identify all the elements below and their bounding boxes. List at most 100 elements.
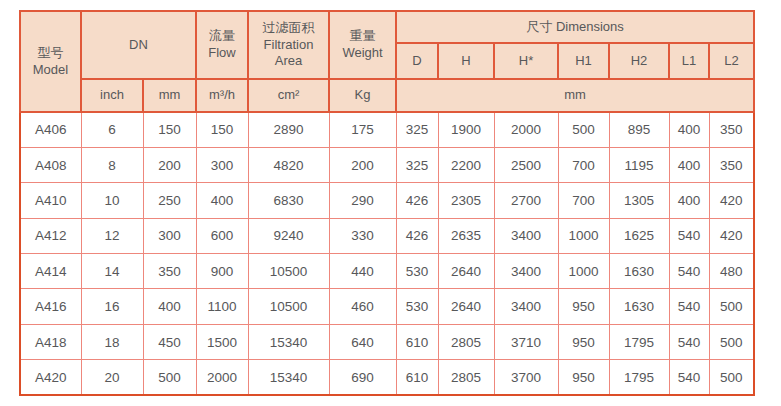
- spec-table-head: 型号 Model DN 流量 Flow 过滤面积 Filtration Area…: [20, 11, 754, 112]
- value-cell: 325: [396, 112, 438, 147]
- value-cell: 500: [709, 289, 754, 324]
- value-cell: 290: [329, 183, 396, 218]
- col-header-weight: 重量 Weight: [329, 11, 396, 79]
- value-cell: 350: [709, 147, 754, 182]
- value-cell: 1625: [609, 218, 669, 253]
- value-cell: 330: [329, 218, 396, 253]
- value-cell: 1630: [609, 289, 669, 324]
- value-cell: 426: [396, 218, 438, 253]
- value-cell: 1100: [196, 289, 248, 324]
- value-cell: 1630: [609, 254, 669, 289]
- value-cell: 400: [669, 112, 709, 147]
- col-header-model: 型号 Model: [20, 11, 81, 112]
- col-header-dn: DN: [81, 11, 196, 79]
- value-cell: 2805: [438, 324, 494, 359]
- unit-dimensions: mm: [396, 79, 754, 112]
- value-cell: 400: [143, 289, 196, 324]
- value-cell: 610: [396, 324, 438, 359]
- value-cell: 6: [81, 112, 143, 147]
- value-cell: 9240: [248, 218, 329, 253]
- value-cell: 2200: [438, 147, 494, 182]
- table-row: A418184501500153406406102805371095017955…: [20, 324, 754, 359]
- value-cell: 400: [196, 183, 248, 218]
- col-header-h2: H2: [609, 43, 669, 79]
- header-row-units: inch mm m³/h cm² Kg mm: [20, 79, 754, 112]
- model-cell: A416: [20, 289, 81, 324]
- col-header-dimensions: 尺寸 Dimensions: [396, 11, 754, 43]
- value-cell: 20: [81, 360, 143, 395]
- value-cell: 8: [81, 147, 143, 182]
- value-cell: 420: [709, 218, 754, 253]
- spec-table-container: 型号 Model DN 流量 Flow 过滤面积 Filtration Area…: [19, 10, 755, 396]
- value-cell: 400: [669, 147, 709, 182]
- table-row: A406615015028901753251900200050089540035…: [20, 112, 754, 147]
- spec-table: 型号 Model DN 流量 Flow 过滤面积 Filtration Area…: [19, 10, 755, 396]
- value-cell: 325: [396, 147, 438, 182]
- value-cell: 600: [196, 218, 248, 253]
- unit-dn-mm: mm: [143, 79, 196, 112]
- value-cell: 150: [196, 112, 248, 147]
- value-cell: 12: [81, 218, 143, 253]
- model-cell: A418: [20, 324, 81, 359]
- value-cell: 540: [669, 324, 709, 359]
- value-cell: 500: [558, 112, 609, 147]
- value-cell: 895: [609, 112, 669, 147]
- value-cell: 2890: [248, 112, 329, 147]
- value-cell: 3400: [494, 218, 558, 253]
- value-cell: 10: [81, 183, 143, 218]
- value-cell: 2635: [438, 218, 494, 253]
- col-header-l2: L2: [709, 43, 754, 79]
- value-cell: 1795: [609, 324, 669, 359]
- value-cell: 540: [669, 360, 709, 395]
- value-cell: 540: [669, 218, 709, 253]
- unit-filtration-area: cm²: [248, 79, 329, 112]
- col-header-h: H: [438, 43, 494, 79]
- value-cell: 2700: [494, 183, 558, 218]
- value-cell: 18: [81, 324, 143, 359]
- col-header-flow: 流量 Flow: [196, 11, 248, 79]
- unit-weight: Kg: [329, 79, 396, 112]
- value-cell: 10500: [248, 254, 329, 289]
- value-cell: 15340: [248, 360, 329, 395]
- value-cell: 450: [143, 324, 196, 359]
- col-header-l1: L1: [669, 43, 709, 79]
- table-row: A412123006009240330426263534001000162554…: [20, 218, 754, 253]
- header-row-main: 型号 Model DN 流量 Flow 过滤面积 Filtration Area…: [20, 11, 754, 43]
- table-row: A408820030048202003252200250070011954003…: [20, 147, 754, 182]
- model-cell: A406: [20, 112, 81, 147]
- value-cell: 2640: [438, 254, 494, 289]
- value-cell: 2640: [438, 289, 494, 324]
- value-cell: 480: [709, 254, 754, 289]
- value-cell: 690: [329, 360, 396, 395]
- value-cell: 3710: [494, 324, 558, 359]
- model-cell: A414: [20, 254, 81, 289]
- value-cell: 420: [709, 183, 754, 218]
- value-cell: 1000: [558, 218, 609, 253]
- value-cell: 640: [329, 324, 396, 359]
- value-cell: 1900: [438, 112, 494, 147]
- unit-dn-inch: inch: [81, 79, 143, 112]
- value-cell: 300: [143, 218, 196, 253]
- value-cell: 4820: [248, 147, 329, 182]
- model-cell: A420: [20, 360, 81, 395]
- value-cell: 200: [329, 147, 396, 182]
- value-cell: 950: [558, 289, 609, 324]
- value-cell: 2305: [438, 183, 494, 218]
- value-cell: 1305: [609, 183, 669, 218]
- value-cell: 500: [143, 360, 196, 395]
- value-cell: 500: [709, 324, 754, 359]
- value-cell: 3400: [494, 254, 558, 289]
- value-cell: 440: [329, 254, 396, 289]
- value-cell: 150: [143, 112, 196, 147]
- value-cell: 540: [669, 289, 709, 324]
- value-cell: 10500: [248, 289, 329, 324]
- spec-table-body: A406615015028901753251900200050089540035…: [20, 112, 754, 395]
- value-cell: 350: [143, 254, 196, 289]
- value-cell: 1195: [609, 147, 669, 182]
- value-cell: 16: [81, 289, 143, 324]
- table-row: A420205002000153406906102805370095017955…: [20, 360, 754, 395]
- table-row: A414143509001050044053026403400100016305…: [20, 254, 754, 289]
- value-cell: 14: [81, 254, 143, 289]
- value-cell: 426: [396, 183, 438, 218]
- value-cell: 3400: [494, 289, 558, 324]
